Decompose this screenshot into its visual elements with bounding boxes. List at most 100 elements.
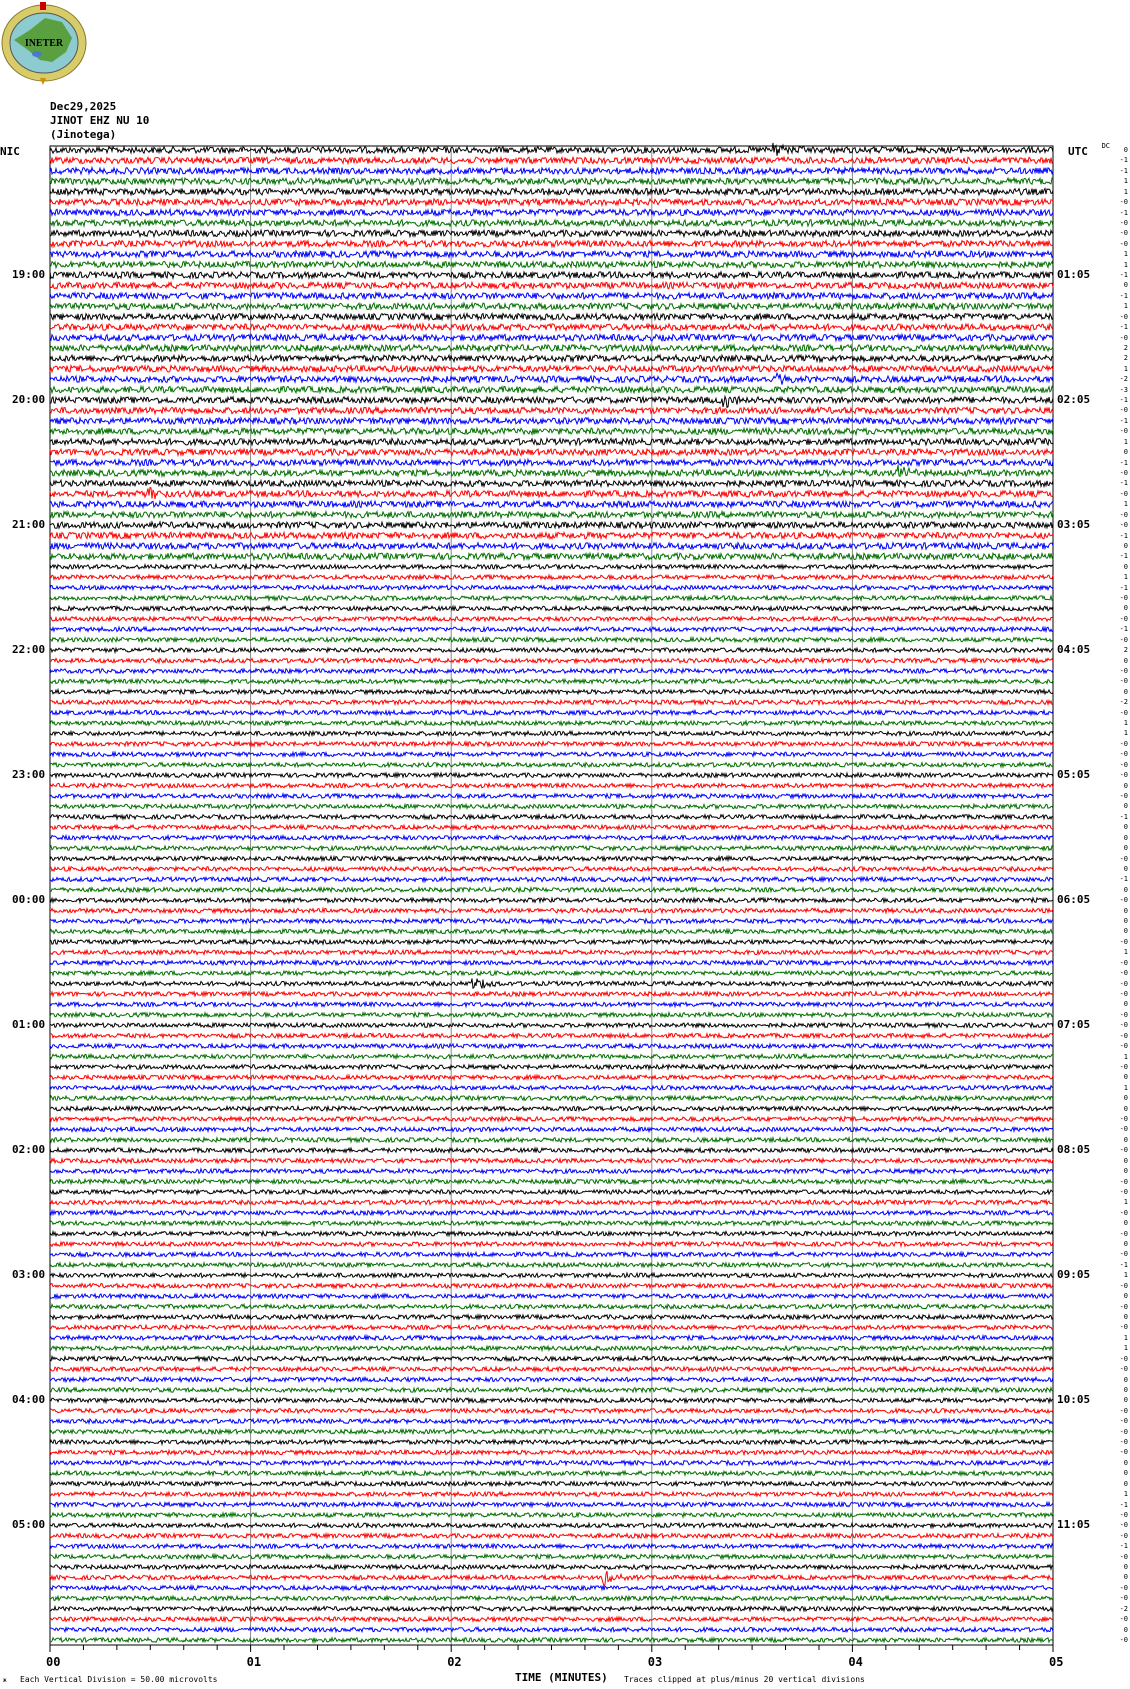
dc-offset-value: 1 <box>1123 1271 1128 1280</box>
seismic-trace <box>49 301 1054 312</box>
dc-offset-value: 0 <box>1123 1479 1128 1488</box>
left-time-label: 20:00 <box>12 393 46 407</box>
right-time-label: 09:05 <box>1057 1268 1091 1282</box>
dc-offset-value: 1 <box>1123 719 1128 728</box>
dc-offset-value: 0 <box>1123 844 1128 853</box>
seismic-trace <box>49 885 1054 894</box>
seismic-trace <box>49 1552 1054 1561</box>
dc-offset-value: -0 <box>1119 1021 1128 1030</box>
seismic-trace <box>49 1396 1054 1405</box>
dc-offset-value: 1 <box>1123 1198 1128 1207</box>
seismic-trace <box>49 1417 1054 1426</box>
seismic-trace <box>49 1625 1054 1634</box>
dc-offset-value: 2 <box>1123 343 1128 352</box>
seismic-trace <box>49 426 1054 437</box>
seismic-trace <box>49 854 1054 863</box>
dc-offset-value: -2 <box>1119 1604 1128 1613</box>
dc-offset-value: -0 <box>1119 614 1128 623</box>
seismic-trace <box>49 363 1054 374</box>
dc-offset-value: -0 <box>1119 1510 1128 1519</box>
dc-offset-value: -0 <box>1119 1448 1128 1457</box>
seismic-trace <box>49 1146 1054 1155</box>
seismic-trace <box>49 1177 1054 1186</box>
seismic-trace <box>49 1208 1054 1217</box>
seismic-trace <box>49 823 1054 832</box>
seismic-trace <box>49 614 1054 623</box>
dc-offset-value: -0 <box>1119 1208 1128 1217</box>
dc-offset-value: -0 <box>1119 1583 1128 1592</box>
dc-offset-value: -1 <box>1119 552 1128 561</box>
seismic-trace <box>49 353 1054 364</box>
dc-offset-value: -0 <box>1119 760 1128 769</box>
dc-offset-value: -0 <box>1119 1365 1128 1374</box>
seismic-trace <box>49 447 1054 458</box>
dc-offset-value: 1 <box>1123 1052 1128 1061</box>
dc-offset-value: 0 <box>1123 541 1128 550</box>
dc-offset-value: -0 <box>1119 1417 1128 1426</box>
seismic-trace <box>49 771 1054 780</box>
dc-offset-value: -1 <box>1119 1542 1128 1551</box>
seismic-trace <box>49 176 1054 187</box>
seismic-trace <box>49 228 1054 239</box>
dc-offset-value: -0 <box>1119 1521 1128 1530</box>
dc-offset-value: -0 <box>1119 937 1128 946</box>
dc-offset-value: -0 <box>1119 489 1128 498</box>
seismic-trace <box>49 155 1054 166</box>
seismic-trace <box>49 186 1054 197</box>
x-tick-label: 05 <box>1049 1655 1063 1669</box>
dc-offset-value: 0 <box>1123 864 1128 873</box>
seismic-trace <box>49 937 1054 946</box>
seismic-trace <box>49 865 1054 873</box>
seismic-trace <box>49 1031 1054 1040</box>
right-time-label: 03:05 <box>1057 518 1091 532</box>
dc-offset-value: 0 <box>1123 1292 1128 1301</box>
dc-offset-value: -0 <box>1119 1187 1128 1196</box>
seismic-trace <box>49 917 1054 926</box>
dc-offset-value: -1 <box>1119 583 1128 592</box>
dc-offset-value: -1 <box>1119 1260 1128 1269</box>
dc-offset-value: 0 <box>1123 906 1128 915</box>
dc-offset-value: 0 <box>1123 1396 1128 1405</box>
left-time-label: 04:00 <box>12 1393 46 1407</box>
dc-offset-value: -0 <box>1119 229 1128 238</box>
seismic-trace <box>49 1521 1054 1530</box>
dc-offset-value: -0 <box>1119 666 1128 675</box>
dc-offset-value: 0 <box>1123 781 1128 790</box>
dc-offset-value: 0 <box>1123 823 1128 832</box>
seismic-trace <box>50 656 1054 665</box>
seismic-trace <box>49 1219 1054 1228</box>
dc-offset-value: 1 <box>1123 1333 1128 1342</box>
dc-offset-value: 1 <box>1123 729 1128 738</box>
dc-offset-value: 1 <box>1123 500 1128 509</box>
right-time-label: 08:05 <box>1057 1143 1091 1157</box>
seismic-trace <box>49 1156 1054 1165</box>
dc-offset-value: -0 <box>1119 1042 1128 1051</box>
right-time-label: 05:05 <box>1057 768 1091 782</box>
dc-offset-value: -0 <box>1119 1438 1128 1447</box>
dc-offset-value: -0 <box>1119 510 1128 519</box>
dc-offset-value: -3 <box>1119 385 1128 394</box>
seismic-trace <box>49 509 1054 520</box>
seismic-trace <box>49 332 1054 343</box>
dc-offset-value: -1 <box>1119 156 1128 165</box>
dc-offset-value: 0 <box>1123 917 1128 926</box>
dc-offset-value: -1 <box>1119 531 1128 540</box>
seismic-trace <box>49 1375 1054 1384</box>
dc-offset-value: -0 <box>1119 594 1128 603</box>
seismic-trace <box>49 1365 1054 1374</box>
dc-offset-value: -0 <box>1119 218 1128 227</box>
dc-offset-value: 0 <box>1123 562 1128 571</box>
dc-offset-value: -0 <box>1119 708 1128 717</box>
dc-offset-value: 0 <box>1123 1156 1128 1165</box>
dc-offset-value: -0 <box>1119 750 1128 759</box>
seismic-trace <box>49 1281 1054 1290</box>
seismic-trace <box>49 625 1054 634</box>
dc-offset-value: 0 <box>1123 1458 1128 1467</box>
seismic-trace <box>49 1438 1054 1447</box>
dc-offset-value: 1 <box>1123 364 1128 373</box>
seismic-trace <box>49 978 1054 990</box>
dc-offset-value: 1 <box>1123 573 1128 582</box>
seismic-trace <box>49 1615 1054 1624</box>
dc-offset-value: -0 <box>1119 1427 1128 1436</box>
